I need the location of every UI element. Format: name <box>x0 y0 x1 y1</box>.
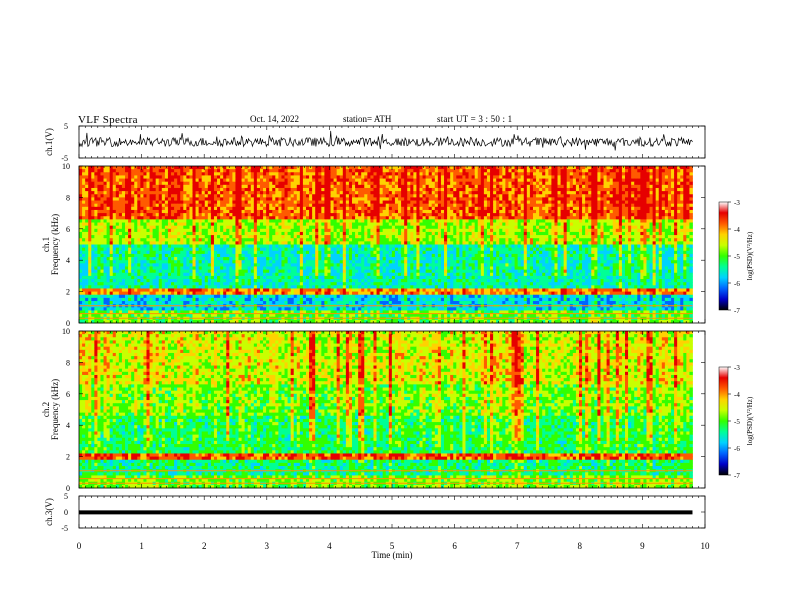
y-tick-label: 0 <box>64 508 68 517</box>
x-tick-label: 7 <box>515 541 520 551</box>
x-axis-label: Time (min) <box>372 550 413 560</box>
spectrogram-cells-ch2 <box>79 331 693 488</box>
y-axis-label: ch.3(V) <box>44 498 54 526</box>
y-tick-label: -5 <box>61 524 68 533</box>
x-tick-label: 6 <box>452 541 457 551</box>
colorbar-tick-label: -4 <box>734 226 740 234</box>
spectrogram-cells-ch1 <box>79 166 693 323</box>
y-tick-label: 6 <box>66 390 70 399</box>
ch1-waveform-line <box>79 131 693 151</box>
x-tick-label: 3 <box>265 541 270 551</box>
x-tick-label: 10 <box>701 541 711 551</box>
y-tick-label: 0 <box>66 484 70 493</box>
colorbar-label: log(PSD)(V²/Hz) <box>746 396 754 445</box>
colorbar-tick-label: -7 <box>734 307 740 315</box>
colorbar-tick-label: -5 <box>734 418 740 426</box>
x-tick-label: 1 <box>139 541 144 551</box>
x-tick-label: 8 <box>578 541 583 551</box>
y-tick-label: 4 <box>66 421 70 430</box>
colorbar-ch2 <box>719 367 728 475</box>
y-tick-label: 8 <box>66 358 70 367</box>
colorbar-tick-label: -7 <box>734 472 740 480</box>
y-tick-label: 6 <box>66 225 70 234</box>
colorbar-tick-label: -4 <box>734 391 740 399</box>
colorbar-tick-label: -3 <box>734 199 740 207</box>
colorbar-ch1 <box>719 202 728 310</box>
y-tick-label: 4 <box>66 256 70 265</box>
x-tick-label: 4 <box>327 541 332 551</box>
x-tick-label: 0 <box>77 541 82 551</box>
y-tick-label: 5 <box>64 122 68 131</box>
colorbar-label: log(PSD)(V²/Hz) <box>746 231 754 280</box>
colorbar-tick-label: -3 <box>734 364 740 372</box>
colorbar-tick-label: -6 <box>734 445 740 453</box>
y-axis-label: ch.1(V) <box>44 128 54 156</box>
x-tick-label: 2 <box>202 541 207 551</box>
colorbar-tick-label: -5 <box>734 253 740 261</box>
y-axis-label: Frequency (kHz) <box>50 379 60 440</box>
y-tick-label: 2 <box>66 288 70 297</box>
y-tick-label: 5 <box>64 492 68 501</box>
y-axis-label: Frequency (kHz) <box>50 214 60 275</box>
y-tick-label: 2 <box>66 453 70 462</box>
x-tick-label: 9 <box>640 541 645 551</box>
y-tick-label: 10 <box>62 162 70 171</box>
y-tick-label: 8 <box>66 193 70 202</box>
y-tick-label: 10 <box>62 327 70 336</box>
colorbar-tick-label: -6 <box>734 280 740 288</box>
